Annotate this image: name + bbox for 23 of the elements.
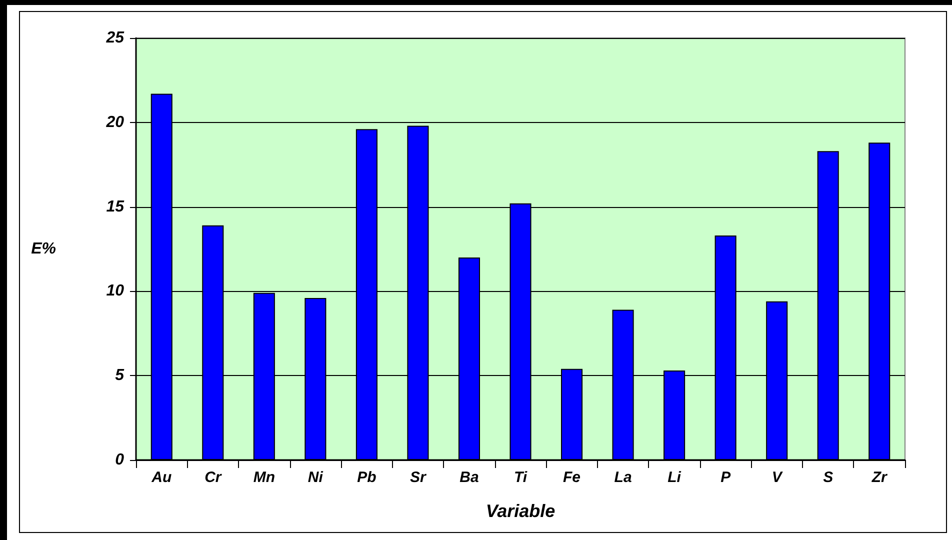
x-tick-label: Ti xyxy=(514,469,528,486)
x-tick-label: Cr xyxy=(204,469,222,486)
x-tick-label: Zr xyxy=(870,469,888,486)
y-tick-label: 15 xyxy=(106,198,126,216)
x-tick-label: Ba xyxy=(460,469,479,486)
y-axis-title: E% xyxy=(31,240,56,258)
x-tick-label: P xyxy=(720,469,732,486)
x-tick-label: Li xyxy=(668,469,682,486)
y-tick-label: 25 xyxy=(105,30,126,46)
y-tick-label: 0 xyxy=(115,452,124,468)
y-tick-label: 10 xyxy=(106,282,124,300)
x-tick-label: S xyxy=(823,469,834,486)
x-tick-label: Ni xyxy=(308,469,324,486)
x-tick-label: La xyxy=(614,469,632,486)
x-tick-label: Mn xyxy=(253,469,276,486)
x-tick-label: Au xyxy=(150,469,172,486)
y-tick-label: 20 xyxy=(105,114,124,131)
x-tick-label: Sr xyxy=(410,469,428,486)
y-tick-label: 5 xyxy=(115,367,126,384)
x-axis-title: Variable xyxy=(486,501,556,521)
x-tick-label: Fe xyxy=(563,469,581,486)
x-tick-label: V xyxy=(772,469,784,486)
x-tick-label: Pb xyxy=(357,469,376,486)
